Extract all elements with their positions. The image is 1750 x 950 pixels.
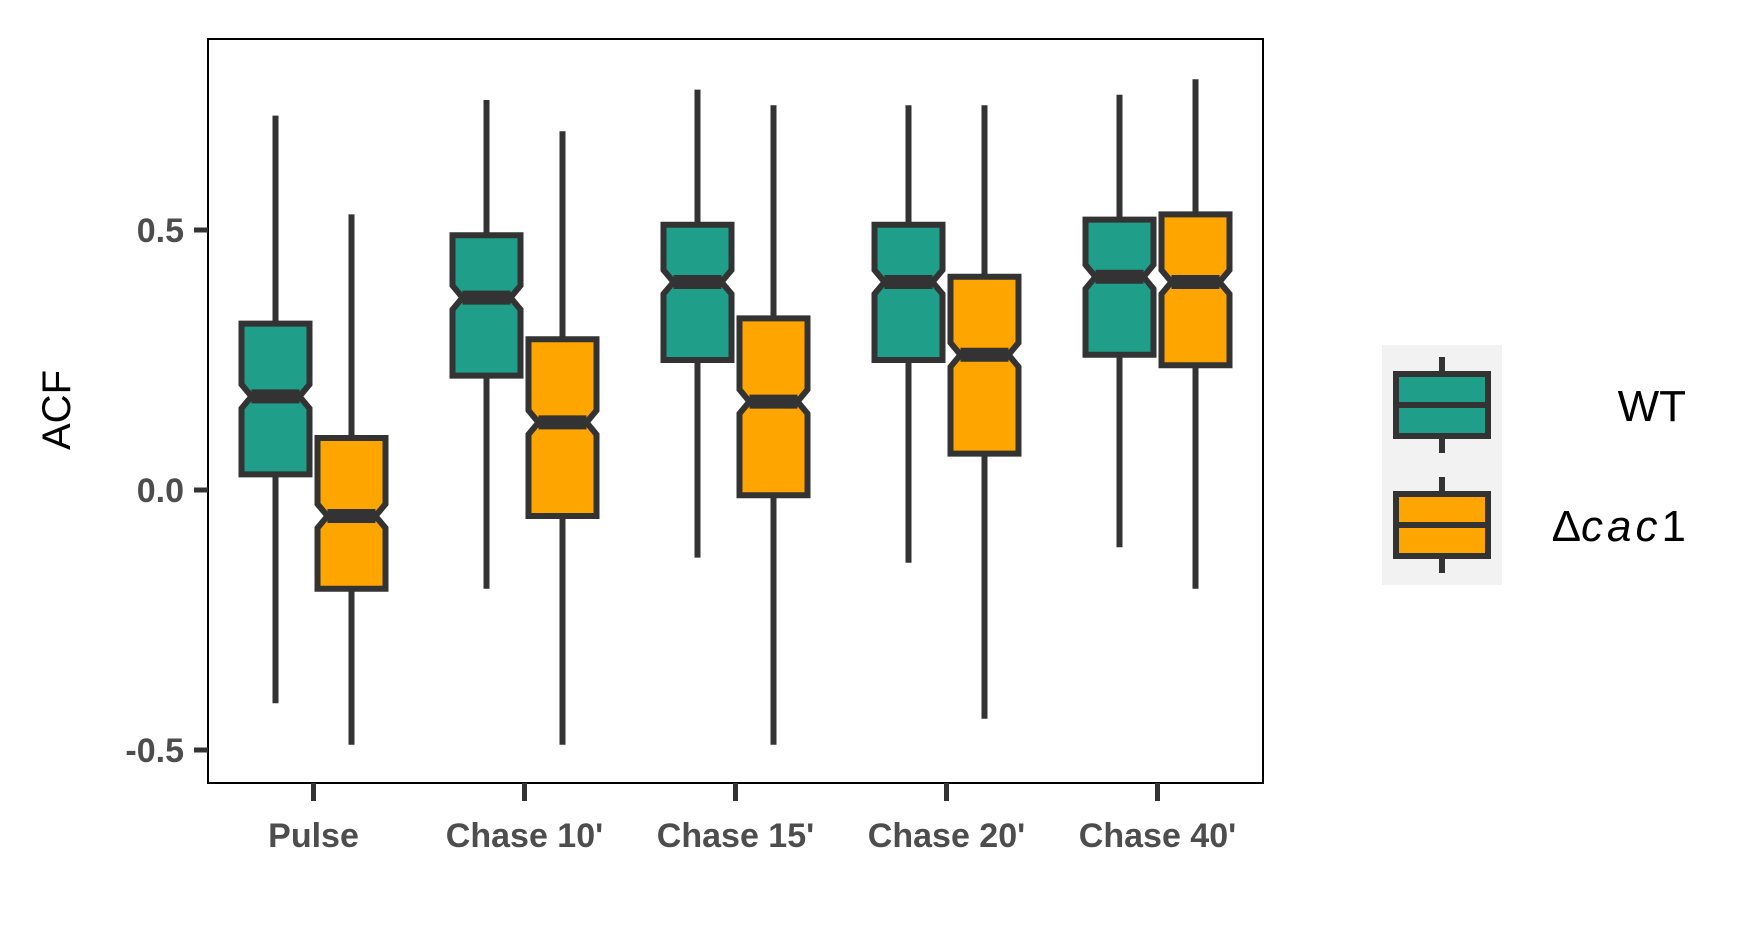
box-wt-0	[238, 115, 313, 704]
box-wt-2	[660, 89, 735, 558]
box-body	[660, 221, 735, 363]
x-tick-label: Chase 15'	[657, 817, 814, 855]
x-tick-label: Chase 40'	[1079, 817, 1236, 855]
box-wt-4	[1082, 94, 1157, 548]
legend-item-dcac1: Δcac1	[1393, 477, 1686, 573]
box-dcac1-2	[736, 105, 811, 745]
box-body	[449, 232, 524, 379]
box-dcac1-3	[947, 105, 1022, 719]
box-body	[1158, 211, 1233, 369]
x-tick-label: Chase 20'	[868, 817, 1025, 855]
box-wt-1	[449, 100, 524, 589]
box-dcac1-4	[1158, 79, 1233, 589]
legend-label: Δcac1	[1552, 502, 1686, 551]
legend: WT Δcac1	[1382, 345, 1686, 585]
box-body	[947, 273, 1022, 457]
box-dcac1-1	[525, 131, 600, 745]
axis-layer: -0.5 0.0 0.5 Pulse Chase 10' Chase 15' Chase 2…	[125, 212, 1236, 855]
plot-panel-border	[207, 38, 1264, 784]
x-tick-label: Pulse	[268, 817, 359, 855]
box-dcac1-0	[314, 214, 389, 745]
box-body	[871, 221, 946, 363]
y-tick-label: -0.5	[125, 732, 184, 770]
box-body	[1082, 216, 1157, 358]
x-tick-label: Chase 10'	[446, 817, 603, 855]
plot-layer	[207, 38, 1264, 784]
legend-label: WT	[1618, 382, 1686, 431]
y-axis-title: ACF	[35, 370, 79, 450]
y-tick-label: 0.0	[137, 472, 184, 510]
legend-item-wt: WT	[1393, 357, 1686, 453]
y-tick-label: 0.5	[137, 212, 184, 250]
box-wt-3	[871, 105, 946, 563]
